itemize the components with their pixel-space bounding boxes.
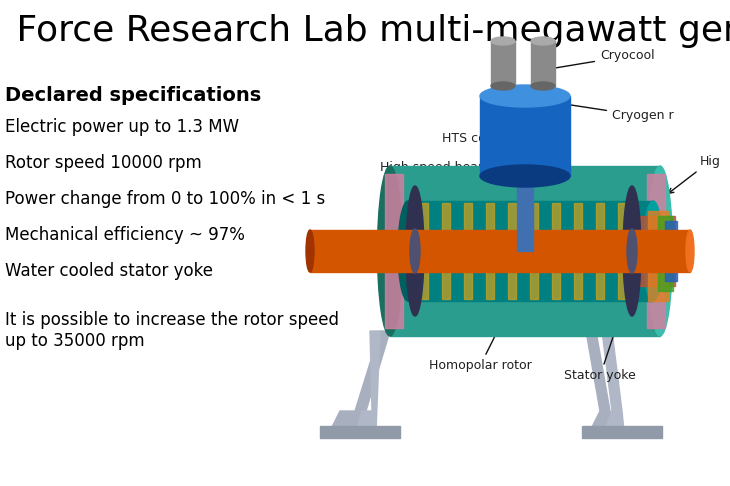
Bar <box>310 230 690 272</box>
Text: Force Research Lab multi-megawatt generat: Force Research Lab multi-megawatt genera… <box>5 14 730 48</box>
Bar <box>408 201 653 301</box>
Ellipse shape <box>377 166 402 336</box>
Ellipse shape <box>531 82 555 90</box>
Bar <box>552 203 560 299</box>
Ellipse shape <box>410 229 420 273</box>
Bar <box>530 203 538 299</box>
Text: It is possible to increase the rotor speed
up to 35000 rpm: It is possible to increase the rotor spe… <box>5 311 339 350</box>
Bar <box>420 203 428 299</box>
Ellipse shape <box>531 37 555 45</box>
Text: Water cooled stator yoke: Water cooled stator yoke <box>5 262 213 280</box>
Ellipse shape <box>406 186 424 316</box>
Polygon shape <box>330 331 390 431</box>
Ellipse shape <box>480 165 570 187</box>
Ellipse shape <box>623 186 641 316</box>
Text: Declared specifications: Declared specifications <box>5 86 261 105</box>
Text: Mechanical efficiency ~ 97%: Mechanical efficiency ~ 97% <box>5 226 245 244</box>
Text: Hig: Hig <box>669 155 721 193</box>
Ellipse shape <box>686 230 694 272</box>
Polygon shape <box>586 331 620 431</box>
Bar <box>640 216 675 286</box>
Bar <box>517 173 533 251</box>
Ellipse shape <box>398 201 418 301</box>
Text: Electric power up to 1.3 MW: Electric power up to 1.3 MW <box>5 118 239 136</box>
Bar <box>648 211 668 301</box>
Bar <box>596 203 604 299</box>
Ellipse shape <box>491 82 515 90</box>
Bar <box>480 96 570 176</box>
Bar <box>647 174 665 328</box>
Bar <box>390 166 660 336</box>
Ellipse shape <box>480 85 570 107</box>
Bar <box>574 203 582 299</box>
Bar <box>582 426 662 438</box>
Text: High speed bearings: High speed bearings <box>380 161 509 203</box>
Polygon shape <box>602 331 624 431</box>
Text: Cryocool: Cryocool <box>541 50 655 72</box>
Ellipse shape <box>643 201 663 301</box>
Polygon shape <box>356 331 380 431</box>
Text: HTS coil: HTS coil <box>442 132 507 164</box>
Bar <box>508 203 516 299</box>
Ellipse shape <box>648 166 672 336</box>
Bar <box>531 41 555 86</box>
Bar <box>442 203 450 299</box>
Bar <box>464 203 472 299</box>
Bar <box>320 426 400 438</box>
Text: Homopolar rotor: Homopolar rotor <box>429 270 531 372</box>
Ellipse shape <box>306 230 314 272</box>
Text: Rotor speed 10000 rpm: Rotor speed 10000 rpm <box>5 154 201 172</box>
Text: Stator yoke: Stator yoke <box>564 290 636 382</box>
Text: Cryogen r: Cryogen r <box>549 100 674 122</box>
Ellipse shape <box>627 229 637 273</box>
Bar <box>491 41 515 86</box>
Bar <box>658 216 673 291</box>
Bar <box>385 174 403 328</box>
Bar <box>486 203 494 299</box>
Bar <box>665 221 677 281</box>
Bar <box>618 203 626 299</box>
Text: Power change from 0 to 100% in < 1 s: Power change from 0 to 100% in < 1 s <box>5 190 326 208</box>
Ellipse shape <box>491 37 515 45</box>
